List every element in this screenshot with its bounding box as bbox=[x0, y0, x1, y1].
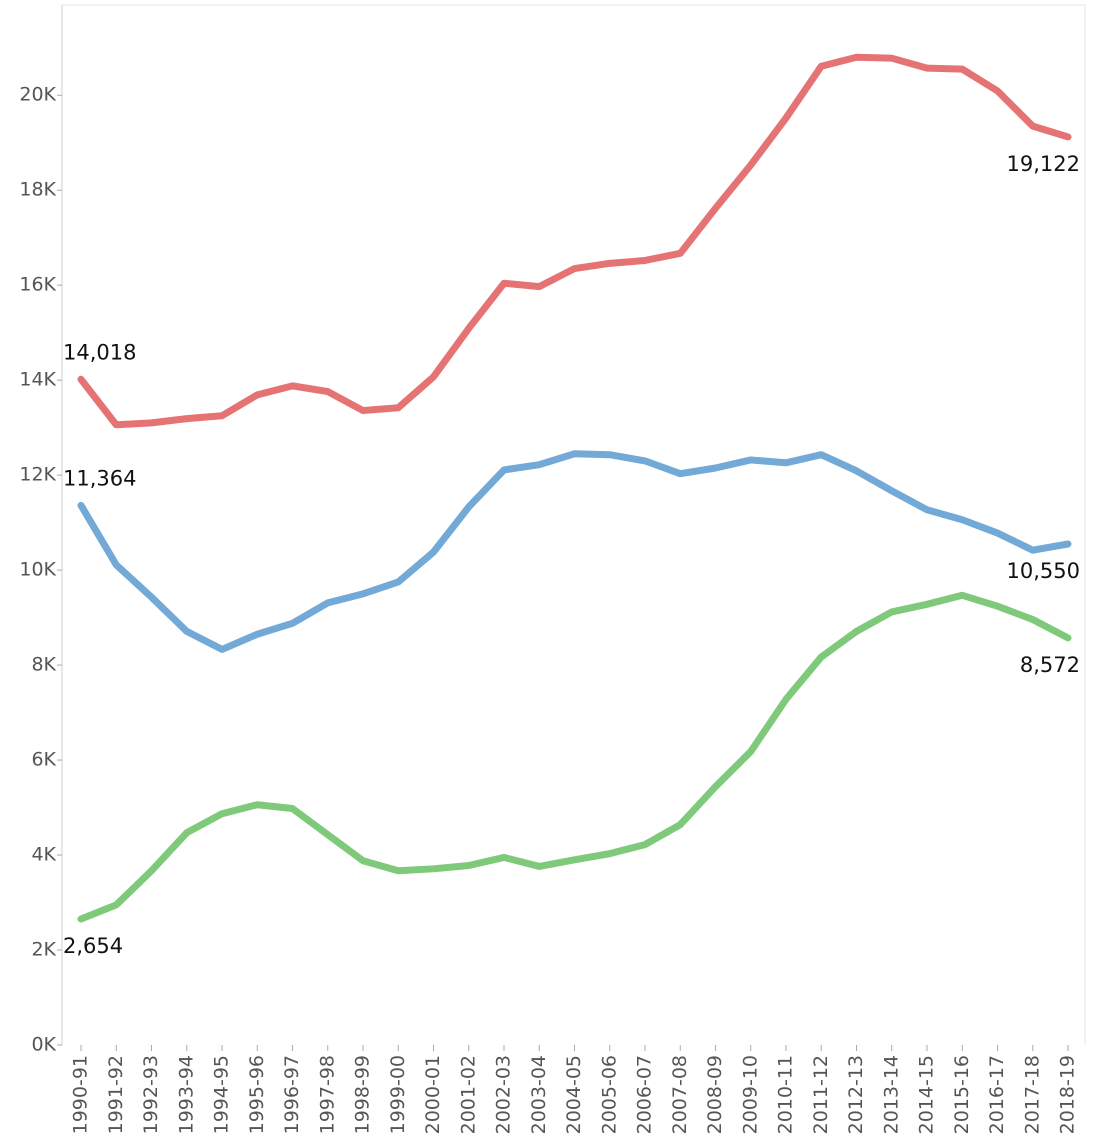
data-label: 14,018 bbox=[63, 340, 136, 364]
x-tick-label: 1990-91 bbox=[70, 1055, 92, 1134]
x-tick-label: 2016-17 bbox=[986, 1055, 1008, 1134]
x-tick-label: 2014-15 bbox=[916, 1055, 938, 1134]
data-label: 8,572 bbox=[1020, 653, 1080, 677]
x-tick-label: 2012-13 bbox=[845, 1055, 867, 1134]
x-tick-label: 2018-19 bbox=[1057, 1055, 1079, 1134]
series-line bbox=[77, 450, 1072, 653]
y-tick-label: 8K bbox=[31, 654, 56, 676]
x-tick-label: 2005-06 bbox=[598, 1055, 620, 1134]
y-tick-label: 20K bbox=[19, 84, 56, 106]
x-tick-label: 2013-14 bbox=[880, 1055, 902, 1134]
x-tick-label: 2008-09 bbox=[704, 1055, 726, 1134]
x-tick-label: 2000-01 bbox=[422, 1055, 444, 1134]
x-tick-label: 1991-92 bbox=[105, 1055, 127, 1134]
data-label: 19,122 bbox=[1007, 152, 1080, 176]
y-tick-label: 2K bbox=[31, 939, 56, 961]
y-tick-label: 16K bbox=[19, 274, 56, 296]
x-tick-label: 1992-93 bbox=[140, 1055, 162, 1134]
series-line bbox=[77, 53, 1072, 429]
data-label: 10,550 bbox=[1007, 559, 1080, 583]
series-line bbox=[77, 591, 1072, 923]
x-tick-label: 2002-03 bbox=[493, 1055, 515, 1134]
x-tick-label: 2001-02 bbox=[457, 1055, 479, 1134]
x-tick-label: 1994-95 bbox=[211, 1055, 233, 1134]
y-tick-label: 6K bbox=[31, 749, 56, 771]
y-tick-label: 14K bbox=[19, 369, 56, 391]
x-tick-label: 1998-99 bbox=[352, 1055, 374, 1134]
x-tick-label: 2011-12 bbox=[810, 1055, 832, 1134]
x-tick-label: 2003-04 bbox=[528, 1055, 550, 1134]
x-tick-label: 2010-11 bbox=[775, 1055, 797, 1134]
x-tick-label: 1995-96 bbox=[246, 1055, 268, 1134]
x-tick-label: 2007-08 bbox=[669, 1055, 691, 1134]
x-tick-label: 1996-97 bbox=[281, 1055, 303, 1134]
x-tick-label: 1993-94 bbox=[175, 1055, 197, 1134]
y-tick-label: 0K bbox=[31, 1034, 56, 1056]
data-label: 2,654 bbox=[63, 934, 123, 958]
data-label: 11,364 bbox=[63, 466, 136, 490]
x-tick-label: 2004-05 bbox=[563, 1055, 585, 1134]
x-tick-label: 2006-07 bbox=[634, 1055, 656, 1134]
y-tick-label: 10K bbox=[19, 559, 56, 581]
x-tick-label: 2009-10 bbox=[739, 1055, 761, 1134]
x-tick-label: 1999-00 bbox=[387, 1055, 409, 1134]
y-tick-label: 12K bbox=[19, 464, 56, 486]
x-tick-label: 1997-98 bbox=[316, 1055, 338, 1134]
y-tick-label: 4K bbox=[31, 844, 56, 866]
y-tick-label: 18K bbox=[19, 179, 56, 201]
x-tick-label: 2015-16 bbox=[951, 1055, 973, 1134]
x-tick-label: 2017-18 bbox=[1021, 1055, 1043, 1134]
